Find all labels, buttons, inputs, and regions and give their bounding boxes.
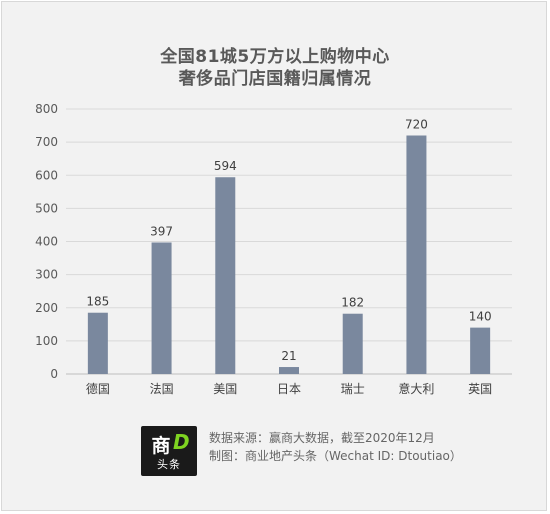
data-label: 720 bbox=[405, 118, 428, 132]
y-tick-label: 100 bbox=[35, 334, 58, 348]
y-tick-label: 0 bbox=[50, 367, 58, 381]
bar bbox=[470, 327, 491, 374]
data-label: 185 bbox=[86, 295, 109, 309]
chart-title-line1: 全国81城5万方以上购物中心 bbox=[160, 47, 390, 67]
x-tick-label: 法国 bbox=[150, 382, 174, 396]
bar bbox=[406, 135, 427, 374]
y-tick-label: 800 bbox=[35, 102, 58, 116]
y-tick-label: 600 bbox=[35, 168, 58, 182]
bar bbox=[342, 313, 363, 374]
data-label: 182 bbox=[341, 296, 364, 310]
data-label: 594 bbox=[214, 159, 237, 173]
credit-note: 制图：商业地产头条（Wechat ID: Dtoutiao） bbox=[209, 449, 462, 463]
y-tick-label: 300 bbox=[35, 268, 58, 282]
x-tick-label: 德国 bbox=[86, 381, 110, 396]
bar bbox=[87, 312, 108, 374]
logo-letter: D bbox=[173, 430, 190, 454]
x-tick-label: 美国 bbox=[213, 382, 237, 396]
y-tick-label: 200 bbox=[35, 301, 58, 315]
data-label: 140 bbox=[469, 310, 492, 324]
logo-main-char: 商 bbox=[151, 435, 171, 457]
x-tick-label: 意大利 bbox=[398, 381, 434, 396]
logo-subtitle: 头条 bbox=[157, 458, 181, 471]
bar bbox=[279, 367, 299, 374]
brand-logo: 商 D 头条 bbox=[141, 426, 197, 476]
bar bbox=[215, 177, 236, 374]
y-tick-label: 500 bbox=[35, 201, 58, 215]
x-tick-label: 日本 bbox=[277, 382, 301, 396]
y-tick-label: 700 bbox=[35, 135, 58, 149]
bar bbox=[151, 242, 172, 374]
data-label: 21 bbox=[281, 349, 296, 363]
source-note: 数据来源：赢商大数据，截至2020年12月 bbox=[209, 431, 435, 445]
y-tick-label: 400 bbox=[35, 235, 58, 249]
data-label: 397 bbox=[150, 224, 173, 238]
chart-title-line2: 奢侈品门店国籍归属情况 bbox=[178, 69, 372, 89]
x-tick-label: 瑞士 bbox=[341, 382, 365, 396]
x-tick-label: 英国 bbox=[468, 382, 492, 396]
